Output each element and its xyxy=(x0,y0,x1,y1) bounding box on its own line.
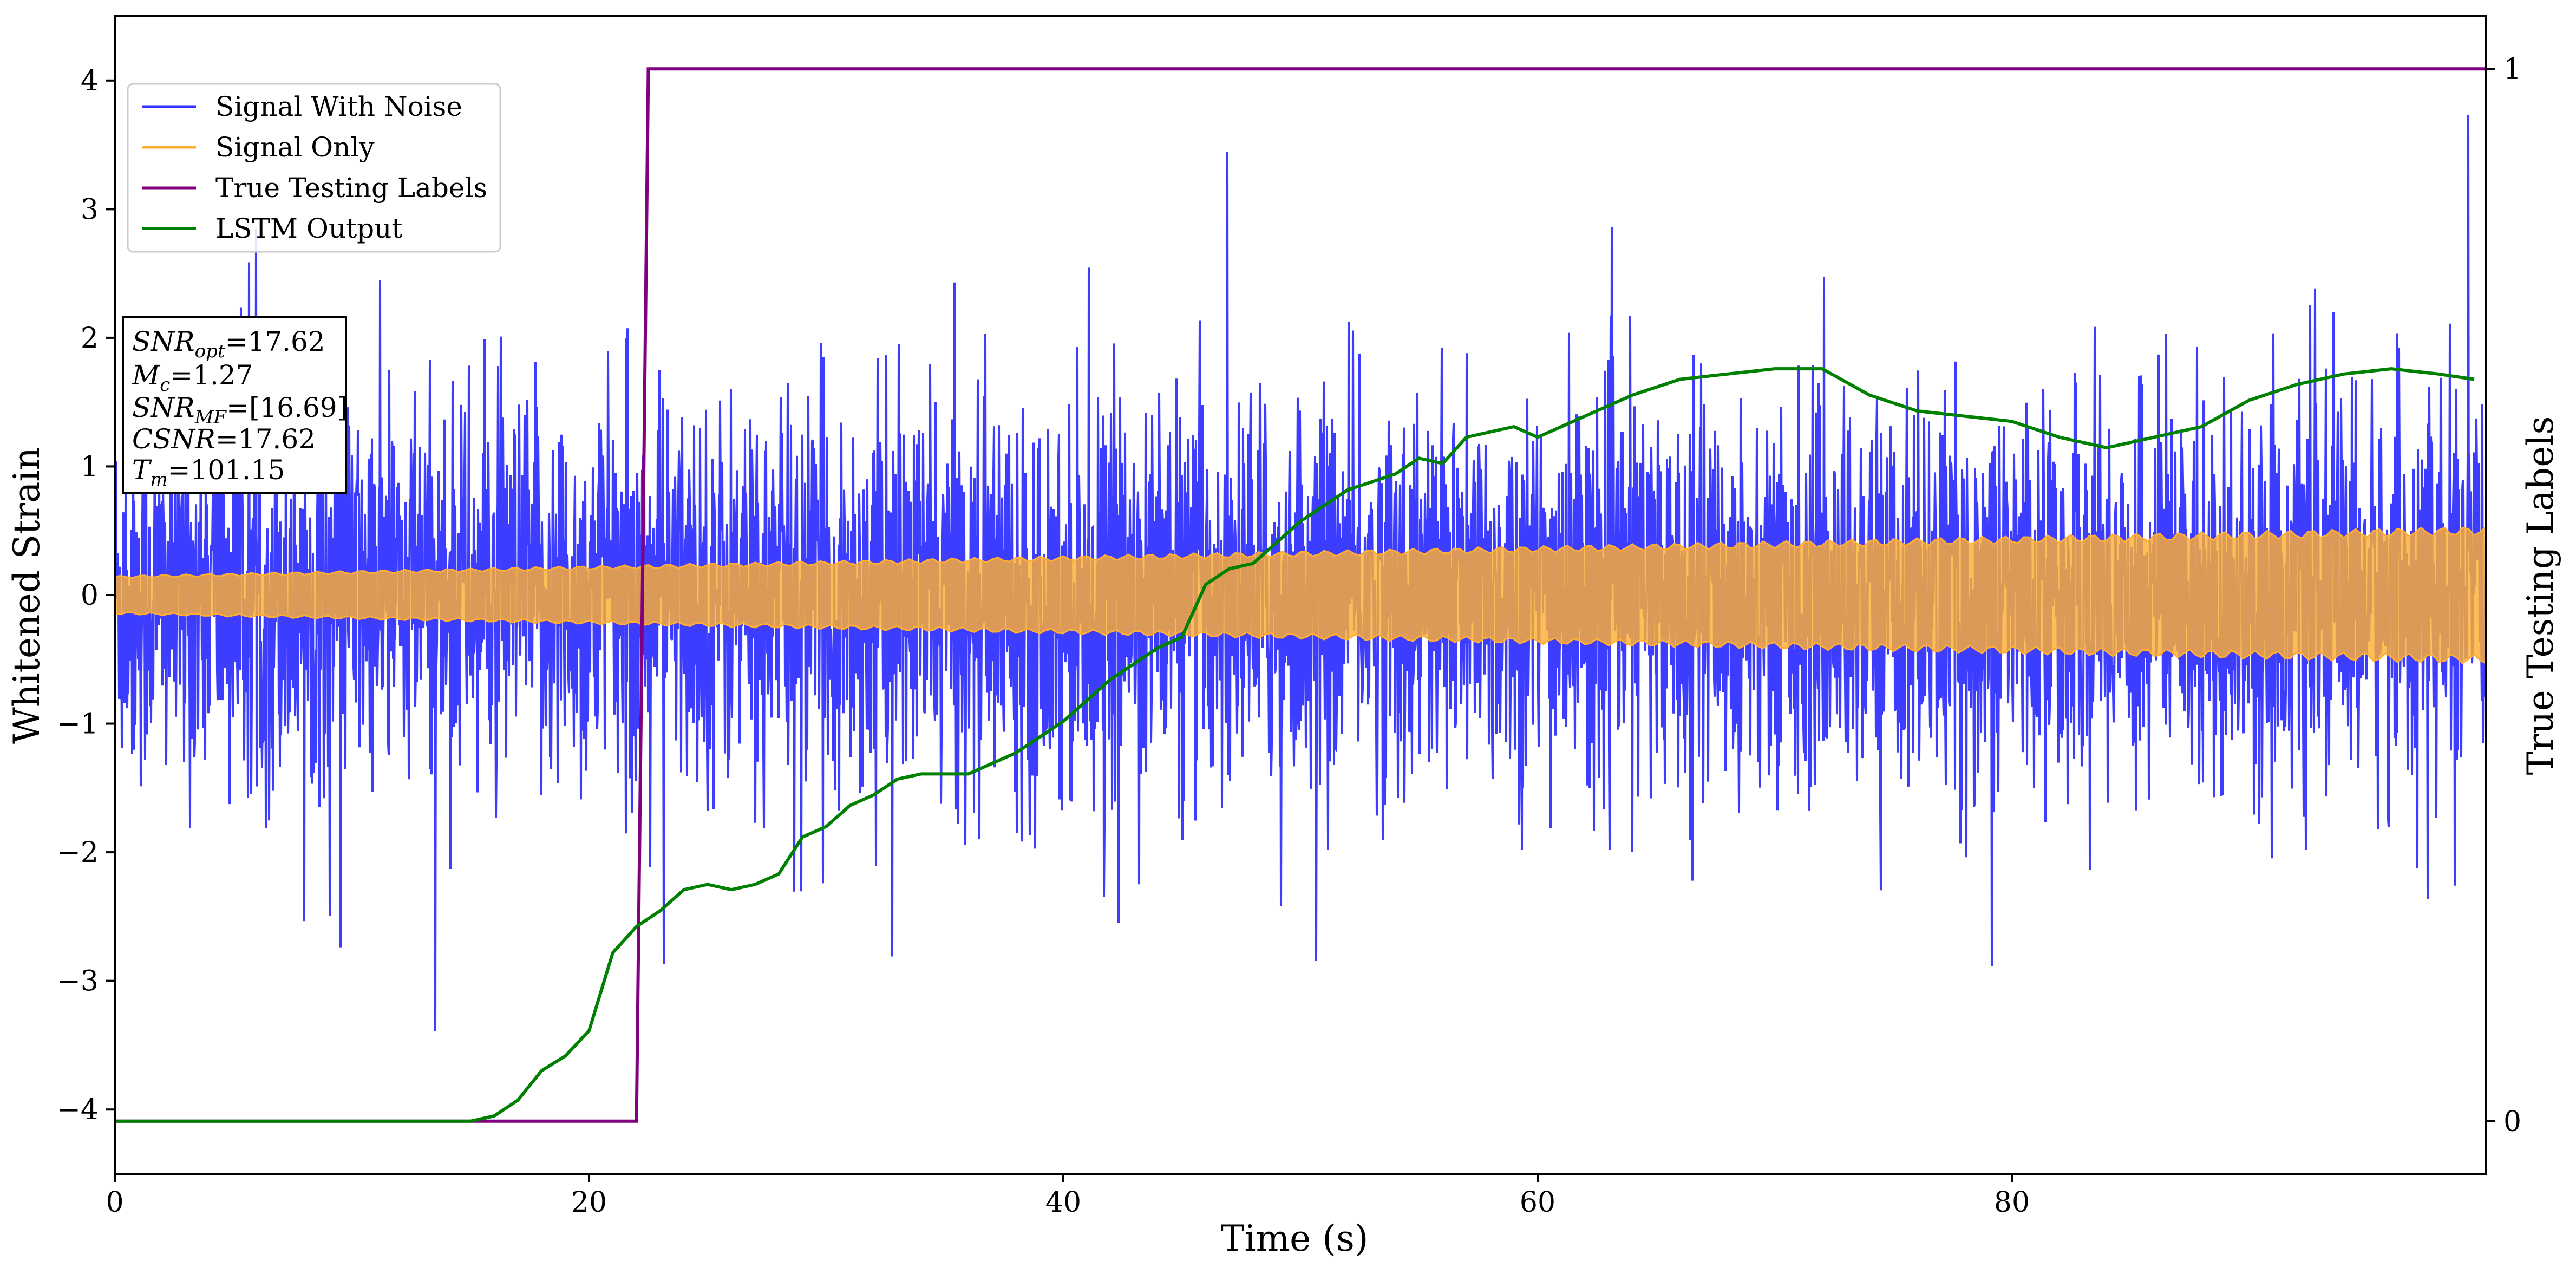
y-right-tick-label: 1 xyxy=(2503,53,2521,86)
series-lstm-output xyxy=(115,367,2475,1123)
legend-box xyxy=(127,83,501,253)
y-tick-label: 2 xyxy=(81,322,99,355)
y-tick-label: −2 xyxy=(57,837,99,869)
x-tick-label: 0 xyxy=(106,1186,123,1219)
series-signal-only xyxy=(115,525,2486,665)
stat-chirp-mass: Mc=1.27 xyxy=(132,360,253,396)
stat-snr-mf: SNRMF=[16.69] xyxy=(132,392,348,428)
plot-area xyxy=(115,67,2486,1123)
y-axis-right-label: True Testing Labels xyxy=(2520,416,2561,775)
y-tick-label: 1 xyxy=(81,450,99,483)
y-axis-label: Whitened Strain xyxy=(6,447,48,744)
x-tick-label: 60 xyxy=(1520,1186,1555,1219)
x-tick-label: 80 xyxy=(1994,1186,2030,1219)
legend: Signal With Noise Signal Only True Testi… xyxy=(127,83,501,253)
x-axis-label: Time (s) xyxy=(1220,1218,1368,1259)
x-tick-label: 40 xyxy=(1045,1186,1081,1219)
stat-snr-opt: SNRopt=17.62 xyxy=(132,326,325,362)
stats-annotation-box xyxy=(122,316,347,494)
stats-annotation: SNRopt=17.62 Mc=1.27 SNRMF=[16.69] CSNR=… xyxy=(122,316,348,494)
legend-label-signal-only: Signal Only xyxy=(215,132,375,163)
y-right-tick-label: 0 xyxy=(2503,1106,2521,1138)
y-tick-label: 4 xyxy=(81,65,99,97)
y-tick-label: −1 xyxy=(57,708,99,741)
stat-merger-time: Tm=101.15 xyxy=(132,454,285,491)
legend-label-signal-with-noise: Signal With Noise xyxy=(215,91,462,122)
y-tick-label: −4 xyxy=(57,1094,99,1126)
legend-label-lstm-output: LSTM Output xyxy=(215,213,402,244)
legend-label-true-testing-labels: True Testing Labels xyxy=(215,172,487,204)
y-tick-label: 0 xyxy=(81,579,99,612)
stat-csnr: CSNR=17.62 xyxy=(132,423,316,455)
x-tick-label: 20 xyxy=(571,1186,607,1219)
y-tick-label: 3 xyxy=(81,193,99,226)
y-tick-label: −3 xyxy=(57,965,99,998)
